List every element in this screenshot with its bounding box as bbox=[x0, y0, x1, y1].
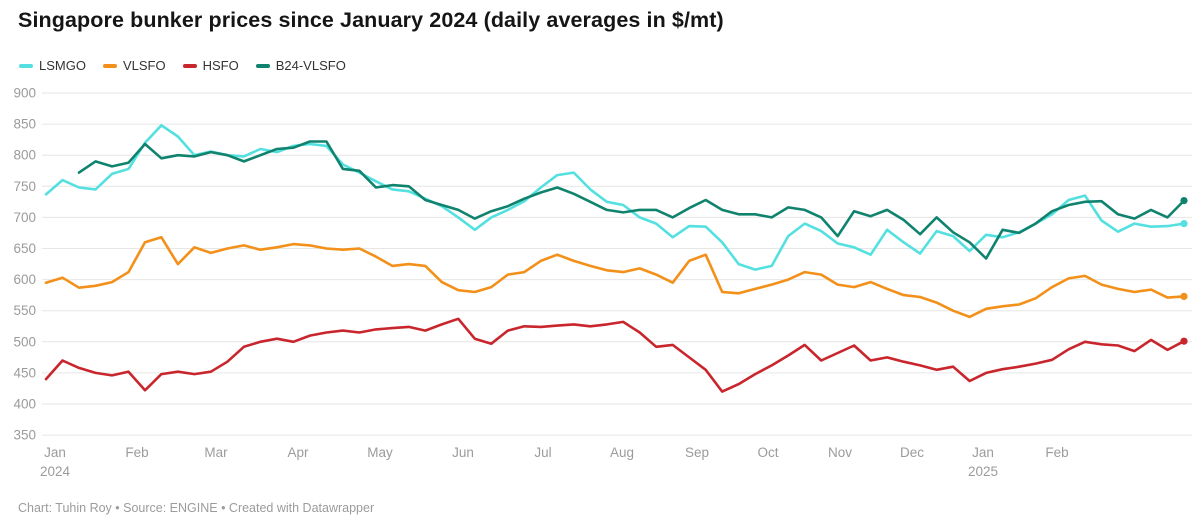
y-tick-label: 550 bbox=[13, 303, 36, 318]
x-tick-label: Jun bbox=[452, 445, 474, 460]
x-tick-label: Jul bbox=[534, 445, 551, 460]
x-tick-label: Jan bbox=[44, 445, 66, 460]
chart-title: Singapore bunker prices since January 20… bbox=[18, 8, 724, 32]
chart-attribution: Chart: Tuhin Roy • Source: ENGINE • Crea… bbox=[18, 501, 375, 515]
y-tick-label: 800 bbox=[13, 148, 36, 163]
y-tick-label: 500 bbox=[13, 334, 36, 349]
y-tick-label: 750 bbox=[13, 179, 36, 194]
x-tick-label: Aug bbox=[610, 445, 634, 460]
x-tick-label: May bbox=[367, 445, 393, 460]
legend-swatch-icon bbox=[19, 63, 33, 68]
x-tick-label: Mar bbox=[204, 445, 228, 460]
legend-label: B24-VLSFO bbox=[275, 58, 346, 73]
series-line-lsmgo bbox=[44, 124, 1186, 271]
y-gridlines bbox=[42, 92, 1192, 436]
x-tick-label: Sep bbox=[685, 445, 709, 460]
y-axis-labels: 900 850 800 750 700 650 600 550 500 450 400 350 bbox=[13, 86, 36, 443]
x-tick-year-label: 2024 bbox=[40, 464, 71, 479]
series-line-vlsfo bbox=[44, 236, 1186, 319]
y-tick-label: 650 bbox=[13, 241, 36, 256]
y-tick-label: 400 bbox=[13, 397, 36, 412]
legend-swatch-icon bbox=[182, 63, 197, 68]
legend-label: VLSFO bbox=[122, 58, 166, 73]
legend-label: LSMGO bbox=[39, 58, 86, 73]
x-tick-label: Apr bbox=[287, 445, 309, 460]
legend-item-b24-vlsfo: B24-VLSFO bbox=[255, 58, 346, 73]
y-tick-label: 350 bbox=[13, 428, 36, 443]
series-line-b24-vlsfo bbox=[77, 140, 1186, 260]
x-tick-year-label: 2025 bbox=[968, 464, 998, 479]
x-tick-label: Nov bbox=[828, 445, 852, 460]
x-tick-label: Dec bbox=[900, 445, 924, 460]
y-tick-label: 600 bbox=[13, 272, 36, 287]
legend-item-lsmgo: LSMGO bbox=[19, 58, 86, 73]
legend-label: HSFO bbox=[202, 58, 239, 73]
y-tick-label: 700 bbox=[13, 210, 36, 225]
series-end-dot-vlsfo bbox=[1180, 292, 1188, 300]
legend-swatch-icon bbox=[255, 63, 270, 68]
legend-item-vlsfo: VLSFO bbox=[102, 58, 166, 73]
legend-item-hsfo: HSFO bbox=[182, 58, 239, 73]
series-end-dot-hsfo bbox=[1180, 337, 1188, 345]
legend-swatch-icon bbox=[102, 63, 117, 68]
x-tick-label: Jan bbox=[972, 445, 994, 460]
x-axis-labels: Jan 2024 Feb Mar Apr May Jun Jul Aug Sep Oct Nov Dec… bbox=[40, 445, 1069, 479]
x-tick-label: Feb bbox=[125, 445, 148, 460]
series-end-dot-lsmgo bbox=[1180, 220, 1188, 228]
y-tick-label: 850 bbox=[13, 117, 36, 132]
series-end-dot-b24-vlsfo bbox=[1180, 197, 1188, 205]
chart-legend: LSMGO VLSFO HSFO B24-VLSFO bbox=[19, 58, 363, 73]
x-tick-label: Oct bbox=[757, 445, 778, 460]
y-tick-label: 900 bbox=[13, 86, 36, 101]
y-tick-label: 450 bbox=[13, 365, 36, 380]
series-line-hsfo bbox=[44, 317, 1186, 393]
x-tick-label: Feb bbox=[1045, 445, 1068, 460]
